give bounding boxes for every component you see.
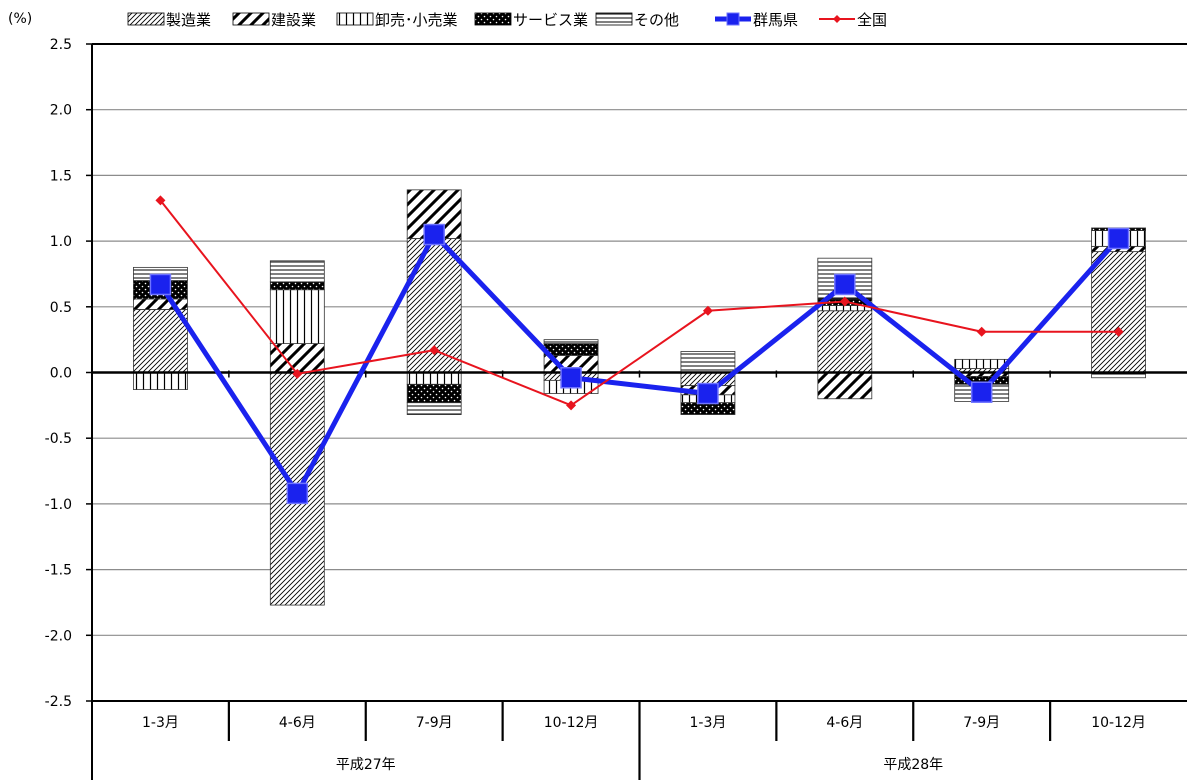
x-category-label: 1-3月 [142,715,179,731]
bar-segment [133,372,188,390]
y-tick-label: -0.5 [45,431,72,447]
legend-label: 建設業 [271,11,316,29]
bar-segment [269,289,325,344]
y-tick-label: 0.0 [50,366,72,382]
bar-segment [269,281,325,291]
data-point-marker [155,195,166,206]
x-category-label: 7-9月 [416,715,453,731]
x-category-label: 4-6月 [826,715,863,731]
x-category-label: 10-12月 [544,715,599,731]
y-tick-label: 1.0 [50,234,72,250]
legend-swatch [127,12,165,26]
legend-label: その他 [634,11,679,29]
data-point-marker [423,223,445,246]
bar-segment [954,358,1010,369]
legend-label: 製造業 [166,11,211,29]
legend-label: 群馬県 [753,11,798,29]
legend-swatch [474,12,512,26]
data-point-marker [1113,326,1124,337]
data-point-marker [834,273,856,296]
x-category-label: 4-6月 [279,715,316,731]
bar-segment [406,402,462,415]
legend: 製造業 建設業 卸売･小売業 サービス業 その他 群馬県 全国 [127,11,887,29]
bar-segment [406,372,462,385]
data-point-marker [976,326,987,337]
bar-segment [817,372,873,400]
legend-swatch [595,12,633,26]
bar-segment [269,260,325,283]
data-point-marker [839,296,850,307]
line-series [149,195,1130,505]
data-point-marker [429,345,440,356]
bar-segment [269,343,325,373]
bar-stacks [133,189,1146,606]
bar-segment [543,339,599,344]
legend-swatch [336,12,374,26]
data-point-marker [286,482,309,505]
legend-label: サービス業 [513,11,588,29]
y-tick-label: -2.0 [45,628,72,644]
series-line [158,232,1121,496]
data-point-marker [702,305,713,316]
bar-segment [1091,251,1146,373]
x-axis-labels: 1-3月 4-6月 7-9月 10-12月 1-3月 4-6月 7-9月 10-12月平成27… [142,715,1146,773]
bar-segment [543,343,599,356]
x-category-label: 7-9月 [963,715,1000,731]
data-point-marker [697,382,719,405]
data-point-marker [970,381,993,403]
x-category-label: 10-12月 [1091,715,1146,731]
x-group-label: 平成28年 [883,757,943,773]
legend-label: 卸売･小売業 [375,11,458,29]
y-tick-label: 0.5 [50,300,72,316]
bar-segment [406,383,462,404]
data-point-marker [560,367,582,389]
bar-segment [133,298,188,310]
legend-swatch [232,12,270,26]
bar-segment [133,309,188,373]
data-point-marker [292,368,303,379]
y-tick-label: 2.5 [50,37,72,53]
y-tick-label: -2.5 [45,694,72,710]
legend-label: 全国 [857,11,887,29]
data-point-marker [1107,227,1130,250]
bar-segment [817,310,873,373]
data-point-marker [566,400,577,411]
y-axis-unit-label: (%) [8,11,32,27]
legend-marker [833,15,841,23]
x-category-label: 1-3月 [690,715,727,731]
y-axis-tick-labels: 2.5 2.0 1.5 1.0 0.5 0.0 -0.5 -1.0 -1.5 -2.0 -2.5 [45,37,72,710]
legend-marker [726,12,740,26]
y-tick-label: -1.0 [45,497,72,513]
y-tick-label: 2.0 [50,103,72,119]
x-group-label: 平成27年 [336,757,396,773]
bar-segment [680,402,736,415]
y-tick-label: -1.5 [45,563,72,579]
series-line [159,199,1119,407]
data-point-marker [149,273,172,296]
y-tick-label: 1.5 [50,168,72,184]
axes [86,43,1187,780]
bar-segment [680,351,736,373]
